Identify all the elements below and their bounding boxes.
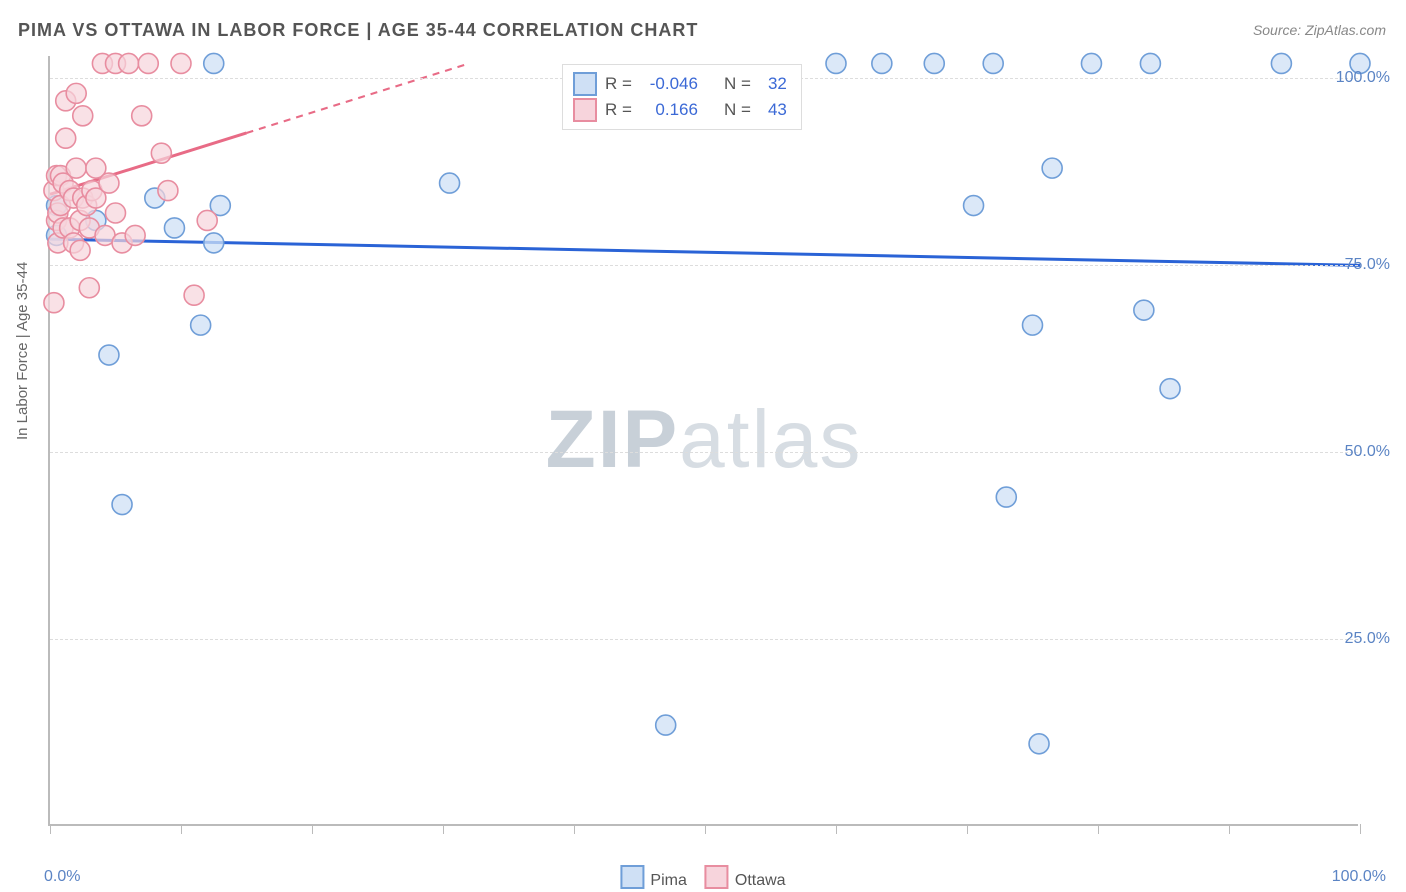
data-point <box>1042 158 1062 178</box>
data-point <box>132 106 152 126</box>
y-tick-label: 50.0% <box>1345 443 1390 461</box>
data-point <box>56 128 76 148</box>
data-point <box>99 345 119 365</box>
data-point <box>1271 53 1291 73</box>
data-point <box>158 181 178 201</box>
y-tick-label: 75.0% <box>1345 256 1390 274</box>
series-legend: Pima Ottawa <box>620 865 785 890</box>
y-axis-label: In Labor Force | Age 35-44 <box>14 262 31 440</box>
data-point <box>138 53 158 73</box>
data-point <box>99 173 119 193</box>
data-point <box>66 158 86 178</box>
data-point <box>112 495 132 515</box>
legend-label: Pima <box>650 872 686 889</box>
x-tick <box>312 824 313 834</box>
gridline <box>50 265 1358 266</box>
legend-swatch <box>573 98 597 122</box>
legend-n-value: 43 <box>759 97 787 123</box>
data-point <box>191 315 211 335</box>
legend-row: R = 0.166 N = 43 <box>573 97 787 123</box>
legend-label: Ottawa <box>735 872 786 889</box>
plot-area: ZIPatlas <box>48 56 1358 826</box>
data-point <box>983 53 1003 73</box>
data-point <box>44 293 64 313</box>
x-tick <box>443 824 444 834</box>
legend-item: Pima <box>620 865 686 890</box>
data-point <box>106 203 126 223</box>
correlation-legend: R = -0.046 N = 32 R = 0.166 N = 43 <box>562 64 802 130</box>
data-point <box>656 715 676 735</box>
data-point <box>66 83 86 103</box>
legend-swatch <box>705 865 729 889</box>
x-tick <box>574 824 575 834</box>
legend-r-label: R = <box>605 97 632 123</box>
legend-n-label: N = <box>724 97 751 123</box>
data-point <box>1029 734 1049 754</box>
x-tick <box>1360 824 1361 834</box>
data-point <box>164 218 184 238</box>
trend-line <box>50 239 1360 265</box>
data-point <box>70 240 90 260</box>
x-tick <box>836 824 837 834</box>
trend-line-dashed <box>247 63 470 133</box>
x-axis-min-label: 0.0% <box>44 868 80 886</box>
data-point <box>1140 53 1160 73</box>
source-attribution: Source: ZipAtlas.com <box>1253 22 1386 38</box>
data-point <box>171 53 191 73</box>
data-point <box>1023 315 1043 335</box>
data-point <box>924 53 944 73</box>
data-point <box>151 143 171 163</box>
chart-title: PIMA VS OTTAWA IN LABOR FORCE | AGE 35-4… <box>18 20 698 41</box>
legend-swatch <box>573 72 597 96</box>
legend-r-value: 0.166 <box>640 97 698 123</box>
data-point <box>826 53 846 73</box>
x-tick <box>967 824 968 834</box>
data-point <box>73 106 93 126</box>
x-tick <box>1229 824 1230 834</box>
data-point <box>125 225 145 245</box>
legend-swatch <box>620 865 644 889</box>
plot-svg <box>50 56 1358 824</box>
legend-row: R = -0.046 N = 32 <box>573 71 787 97</box>
data-point <box>197 210 217 230</box>
gridline <box>50 639 1358 640</box>
y-tick-label: 25.0% <box>1345 630 1390 648</box>
data-point <box>440 173 460 193</box>
data-point <box>1160 379 1180 399</box>
data-point <box>996 487 1016 507</box>
x-tick <box>50 824 51 834</box>
x-axis-max-label: 100.0% <box>1332 868 1386 886</box>
x-tick <box>705 824 706 834</box>
data-point <box>79 278 99 298</box>
data-point <box>204 233 224 253</box>
legend-item: Ottawa <box>705 865 786 890</box>
data-point <box>204 53 224 73</box>
x-tick <box>181 824 182 834</box>
data-point <box>119 53 139 73</box>
legend-r-value: -0.046 <box>640 71 698 97</box>
legend-r-label: R = <box>605 71 632 97</box>
data-point <box>1081 53 1101 73</box>
x-tick <box>1098 824 1099 834</box>
gridline <box>50 452 1358 453</box>
legend-n-value: 32 <box>759 71 787 97</box>
y-tick-label: 100.0% <box>1336 69 1390 87</box>
data-point <box>872 53 892 73</box>
data-point <box>964 196 984 216</box>
data-point <box>184 285 204 305</box>
legend-n-label: N = <box>724 71 751 97</box>
data-point <box>1134 300 1154 320</box>
